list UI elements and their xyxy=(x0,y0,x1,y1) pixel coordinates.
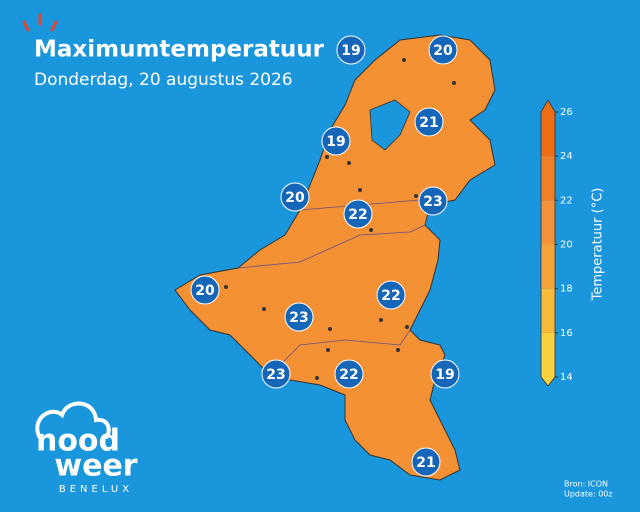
logo-nood: nood xyxy=(36,424,120,459)
benelux-land xyxy=(174,34,496,481)
colorbar-segment xyxy=(541,288,555,333)
marker-circle xyxy=(430,359,460,389)
logo-benelux: BENELUX xyxy=(59,484,133,495)
marker-circle xyxy=(261,359,291,389)
marker-value: 21 xyxy=(416,455,435,471)
update: Update: 00z xyxy=(564,490,613,499)
colorbar-segment xyxy=(541,244,555,289)
marker-value: 20 xyxy=(433,43,453,59)
marker-circle xyxy=(376,280,406,310)
marker-circle xyxy=(284,302,314,332)
marker-circle xyxy=(411,447,441,477)
subtitle: Donderdag, 20 augustus 2026 xyxy=(34,70,293,90)
colorbar-high-end xyxy=(541,100,555,112)
colorbar-tick-label: 14 xyxy=(560,372,573,383)
marker-circle xyxy=(336,35,366,65)
marker-circle xyxy=(280,182,310,212)
colorbar-segment xyxy=(541,332,555,377)
title: Maximumtemperatuur xyxy=(34,37,325,63)
marker-value: 20 xyxy=(195,283,215,299)
colorbar-segment xyxy=(541,200,555,245)
colorbar: 14 16 18 20 22 24 26 xyxy=(540,99,573,387)
ijsselmeer xyxy=(369,99,411,151)
sun-icon xyxy=(22,13,58,32)
logo-weer: weer xyxy=(54,449,137,484)
colorbar-tick-label: 18 xyxy=(560,284,573,295)
colorbar-tick-label: 16 xyxy=(560,328,573,339)
marker-circle xyxy=(321,126,351,156)
colorbar-tick-label: 20 xyxy=(560,240,573,251)
logo-cloud xyxy=(35,401,111,440)
marker-value: 22 xyxy=(348,207,367,223)
colorbar-tick-label: 24 xyxy=(560,151,573,162)
marker-value: 23 xyxy=(266,367,285,383)
markers: 19 20 21 19 20 22 23 20 22 23 23 22 19 21 xyxy=(190,35,460,477)
marker-circle xyxy=(190,275,220,305)
colorbar-low-end xyxy=(541,377,555,386)
marker-value: 22 xyxy=(381,288,400,304)
marker-circle xyxy=(428,35,458,65)
marker-value: 23 xyxy=(289,310,308,326)
marker-value: 20 xyxy=(285,190,305,206)
colorbar-tick-label: 26 xyxy=(560,107,573,118)
marker-value: 21 xyxy=(419,115,438,131)
marker-value: 19 xyxy=(341,43,360,59)
marker-value: 19 xyxy=(326,134,345,150)
marker-circle xyxy=(343,199,373,229)
source: Bron: ICON xyxy=(564,480,608,489)
colorbar-label: Temperatuur (°C) xyxy=(591,188,606,302)
marker-circle xyxy=(418,186,448,216)
marker-circle xyxy=(334,359,364,389)
colorbar-tick-label: 22 xyxy=(560,195,573,206)
marker-circle xyxy=(414,107,444,137)
marker-value: 19 xyxy=(435,367,454,383)
marker-value: 22 xyxy=(339,367,358,383)
marker-value: 23 xyxy=(423,194,442,210)
colorbar-segment xyxy=(541,112,555,157)
colorbar-segment xyxy=(541,156,555,201)
